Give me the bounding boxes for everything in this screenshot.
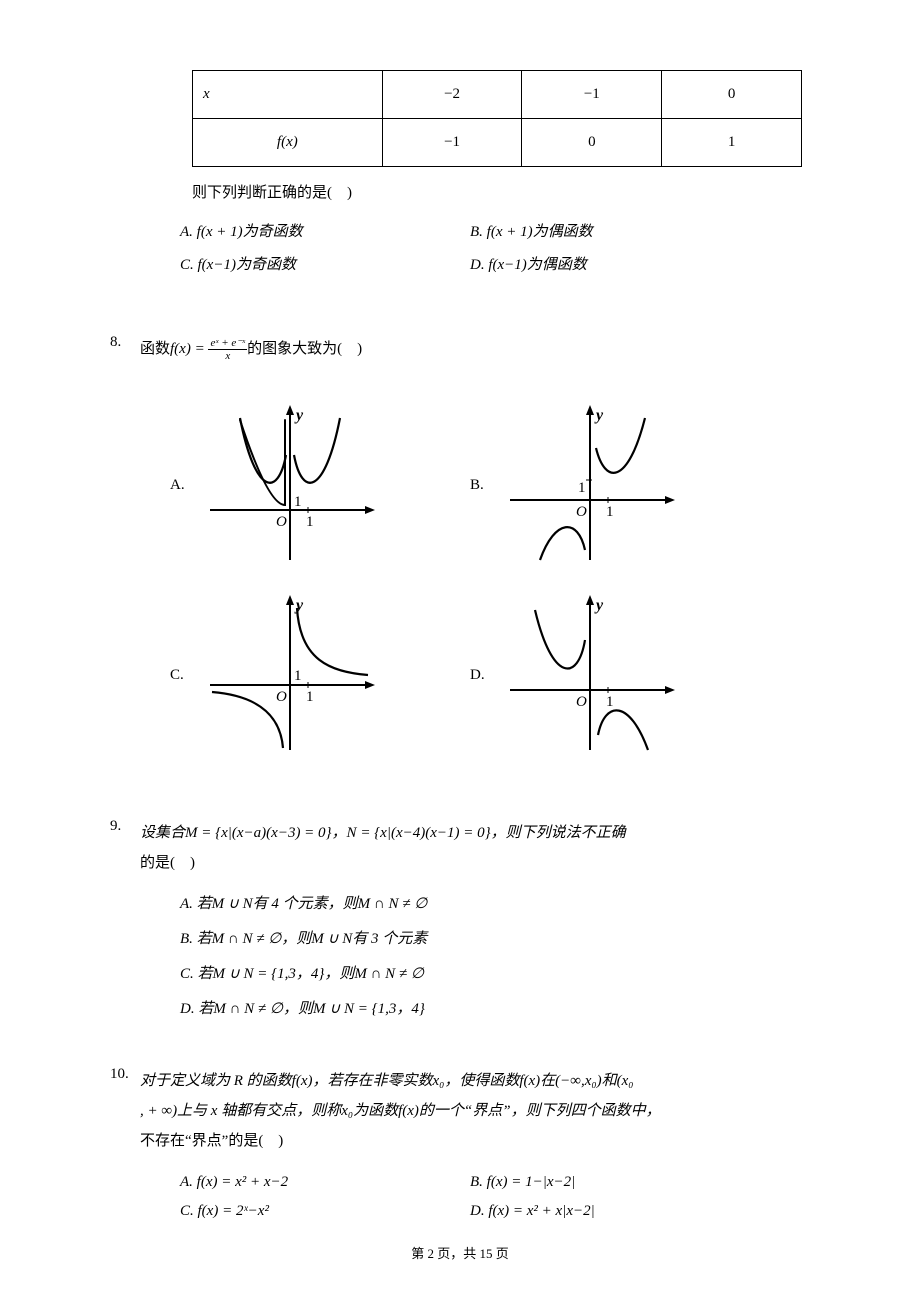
q8-pre: 函数 (140, 341, 170, 357)
t-r2c1: f(x) (193, 119, 383, 167)
t-r2c2: −1 (382, 119, 522, 167)
q8: 8. 函数f(x) = eˣ + e⁻ˣx的图象大致为( ) A. y O 1 … (140, 334, 780, 770)
q9-D: D. 若M ∩ N ≠ ∅，则M ∪ N = {1,3，4} (180, 997, 780, 1018)
q8-post: 的图象大致为( ) (247, 341, 362, 357)
svg-text:y: y (594, 407, 604, 424)
t-r1c2: −2 (382, 71, 522, 119)
q8-graph-A: y O 1 1 (200, 400, 380, 570)
svg-text:1: 1 (306, 514, 314, 530)
q8-graphs: A. y O 1 1 (170, 390, 790, 770)
q8-lab-D: D. (470, 667, 500, 684)
svg-text:O: O (576, 504, 587, 520)
q8-graph-C: y O 1 1 (200, 590, 380, 760)
q10: 10. 对于定义域为 R 的函数f(x)，若存在非零实数x₀，使得函数f(x)在… (140, 1066, 780, 1232)
q7-D: D. f(x−1)为偶函数 (470, 253, 760, 274)
q8-lab-C: C. (170, 667, 200, 684)
svg-text:O: O (276, 689, 287, 705)
svg-text:1: 1 (578, 480, 586, 496)
q10-l3: 不存在“界点”的是( ) (140, 1133, 283, 1149)
svg-text:1: 1 (606, 694, 614, 710)
q10-text: 对于定义域为 R 的函数f(x)，若存在非零实数x₀，使得函数f(x)在(−∞,… (140, 1066, 780, 1156)
q9-options: A. 若M ∪ N有 4 个元素，则M ∩ N ≠ ∅ B. 若M ∩ N ≠ … (180, 892, 780, 1018)
q10-l2: , + ∞)上与 x 轴都有交点，则称x₀为函数f(x)的一个“界点”，则下列四… (140, 1103, 661, 1119)
q8-cell-A: A. y O 1 1 (170, 390, 470, 580)
svg-text:y: y (294, 597, 304, 614)
q10-C: C. f(x) = 2ˣ−x² (180, 1203, 470, 1220)
t-r1c4: 0 (662, 71, 802, 119)
q7-B: B. f(x + 1)为偶函数 (470, 220, 760, 241)
q9: 9. 设集合M = {x|(x−a)(x−3) = 0}，N = {x|(x−4… (140, 818, 780, 1018)
q7-A: A. f(x + 1)为奇函数 (180, 220, 470, 241)
t-r1c1: x (193, 71, 383, 119)
q10-num: 10. (110, 1066, 129, 1083)
q9-C: C. 若M ∪ N = {1,3，4}，则M ∩ N ≠ ∅ (180, 962, 780, 983)
svg-text:1: 1 (294, 494, 302, 510)
q8-cell-D: D. y O 1 (470, 580, 770, 770)
page-footer: 第 2 页，共 15 页 (0, 1243, 920, 1262)
svg-text:1: 1 (606, 504, 614, 520)
svg-text:O: O (576, 694, 587, 710)
q8-cell-B: B. y O 1 1 (470, 390, 770, 580)
svg-text:1: 1 (294, 668, 302, 684)
q7-options: A. f(x + 1)为奇函数 B. f(x + 1)为偶函数 C. f(x−1… (180, 220, 780, 286)
q9-text: 设集合M = {x|(x−a)(x−3) = 0}，N = {x|(x−4)(x… (140, 818, 780, 878)
q8-graph-B: y O 1 1 (500, 400, 680, 570)
q8-frac-num: eˣ + e⁻ˣ (208, 337, 247, 350)
q7-table: x −2 −1 0 f(x) −1 0 1 (192, 70, 802, 167)
q9-l1: 设集合M = {x|(x−a)(x−3) = 0}，N = {x|(x−4)(x… (140, 825, 626, 841)
q9-B: B. 若M ∩ N ≠ ∅，则M ∪ N有 3 个元素 (180, 927, 780, 948)
q8-graph-D: y O 1 (500, 590, 680, 760)
svg-text:1: 1 (306, 689, 314, 705)
t-r1c3: −1 (522, 71, 662, 119)
svg-text:y: y (594, 597, 604, 614)
q10-B: B. f(x) = 1−|x−2| (470, 1174, 760, 1191)
svg-text:O: O (276, 514, 287, 530)
q9-num: 9. (110, 818, 121, 835)
q7-stem: 则下列判断正确的是( ) (192, 181, 780, 202)
q8-frac: eˣ + e⁻ˣx (208, 337, 247, 362)
q8-lab-A: A. (170, 477, 200, 494)
q8-cell-C: C. y O 1 1 (170, 580, 470, 770)
q8-frac-den: x (208, 350, 247, 362)
q10-options: A. f(x) = x² + x−2 B. f(x) = 1−|x−2| C. … (180, 1174, 780, 1232)
q9-A: A. 若M ∪ N有 4 个元素，则M ∩ N ≠ ∅ (180, 892, 780, 913)
svg-text:y: y (294, 407, 304, 424)
q9-l2: 的是( ) (140, 855, 195, 871)
q8-lab-B: B. (470, 477, 500, 494)
q7-C: C. f(x−1)为奇函数 (180, 253, 470, 274)
t-r2c3: 0 (522, 119, 662, 167)
q10-l1: 对于定义域为 R 的函数f(x)，若存在非零实数x₀，使得函数f(x)在(−∞,… (140, 1073, 633, 1089)
q8-num: 8. (110, 334, 121, 351)
q10-D: D. f(x) = x² + x|x−2| (470, 1203, 760, 1220)
q8-fx: f(x) = (170, 341, 208, 357)
t-r2c4: 1 (662, 119, 802, 167)
q10-A: A. f(x) = x² + x−2 (180, 1174, 470, 1191)
q8-text: 函数f(x) = eˣ + e⁻ˣx的图象大致为( ) (140, 334, 780, 364)
